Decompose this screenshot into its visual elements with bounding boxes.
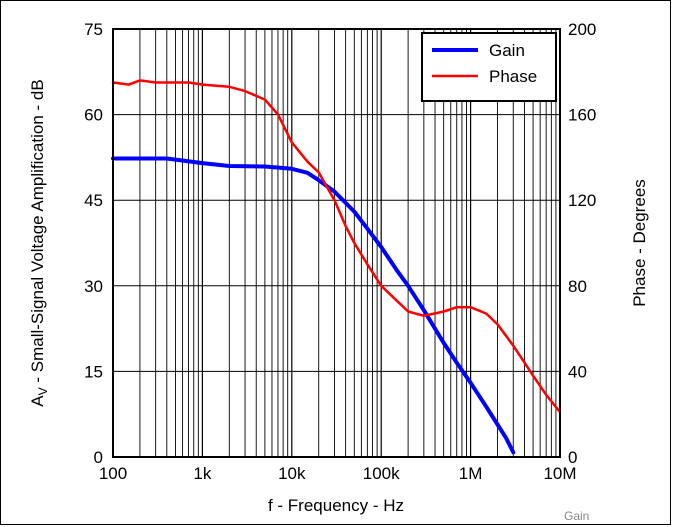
- legend-gain-label: Gain: [489, 41, 525, 60]
- tick-labels: 100 1k 10k 100k 1M 10M01530456075040801201602…: [84, 20, 596, 483]
- legend-phase-label: Phase: [489, 67, 537, 86]
- y-left-tick-label: 0: [94, 448, 103, 467]
- gain-series-line: [111, 156, 516, 455]
- y-axis-left-title: AV - Small-Signal Voltage Amplification …: [28, 79, 50, 406]
- y-right-tick-label: 40: [568, 362, 587, 381]
- y-right-tick-label: 80: [568, 277, 587, 296]
- x-tick-label: 1M: [459, 464, 483, 483]
- x-tick-label: 100: [99, 464, 127, 483]
- y-axis-left-title-main: A: [28, 395, 47, 407]
- y-left-tick-label: 60: [84, 106, 103, 125]
- y-axis-left-title-sub: V: [36, 387, 50, 395]
- series-layer: [111, 79, 562, 455]
- x-tick-label: 100k: [363, 464, 400, 483]
- x-tick-label: 1k: [193, 464, 211, 483]
- x-tick-label: 10M: [543, 464, 576, 483]
- footnote-label: Gain: [564, 509, 590, 523]
- y-right-tick-label: 120: [568, 191, 596, 210]
- y-left-tick-label: 75: [84, 20, 103, 39]
- y-right-tick-label: 200: [568, 20, 596, 39]
- y-left-tick-label: 15: [84, 362, 103, 381]
- y-left-tick-label: 30: [84, 277, 103, 296]
- x-axis-title: f - Frequency - Hz: [268, 496, 404, 515]
- phase-series-line: [111, 79, 562, 414]
- y-left-tick-label: 45: [84, 191, 103, 210]
- y-axis-right-title: Phase - Degrees: [630, 179, 649, 307]
- plot-border: [112, 28, 561, 458]
- y-right-tick-label: 0: [568, 448, 577, 467]
- legend: Gain Phase: [421, 32, 557, 102]
- legend-box: [421, 32, 557, 102]
- y-right-tick-label: 160: [568, 106, 596, 125]
- y-axis-left-title-rest: - Small-Signal Voltage Amplification - d…: [28, 79, 47, 387]
- x-tick-label: 10k: [278, 464, 306, 483]
